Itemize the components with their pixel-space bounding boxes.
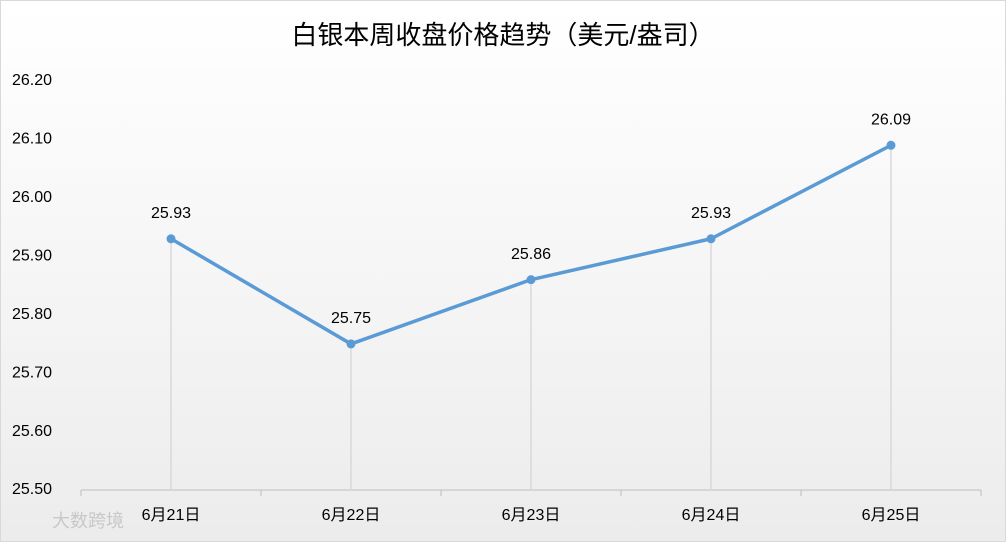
- data-label: 25.93: [691, 205, 731, 222]
- y-tick-label: 25.80: [12, 306, 52, 323]
- point: [706, 234, 716, 244]
- point: [346, 339, 356, 349]
- x-tick-label: 6月25日: [862, 507, 921, 524]
- x-tick-label: 6月23日: [502, 507, 561, 524]
- y-tick-label: 26.10: [12, 131, 52, 148]
- y-tick-label: 25.70: [12, 364, 52, 381]
- x-tick-label: 6月22日: [322, 507, 381, 524]
- point: [526, 275, 536, 285]
- y-tick-label: 25.90: [12, 248, 52, 265]
- point: [886, 140, 896, 150]
- y-tick-label: 25.60: [12, 423, 52, 440]
- point: [166, 234, 176, 244]
- y-tick-label: 26.20: [12, 72, 52, 89]
- y-tick-label: 26.00: [12, 189, 52, 206]
- y-tick-label: 25.50: [12, 481, 52, 498]
- data-label: 25.86: [511, 246, 551, 263]
- data-label: 26.09: [871, 111, 911, 128]
- data-label: 25.93: [151, 205, 191, 222]
- x-tick-label: 6月21日: [142, 507, 201, 524]
- chart-title: 白银本周收盘价格趋势（美元/盎司）: [291, 20, 714, 50]
- watermark: 大数跨境: [52, 511, 124, 531]
- data-label: 25.75: [331, 310, 371, 327]
- x-tick-label: 6月24日: [682, 507, 741, 524]
